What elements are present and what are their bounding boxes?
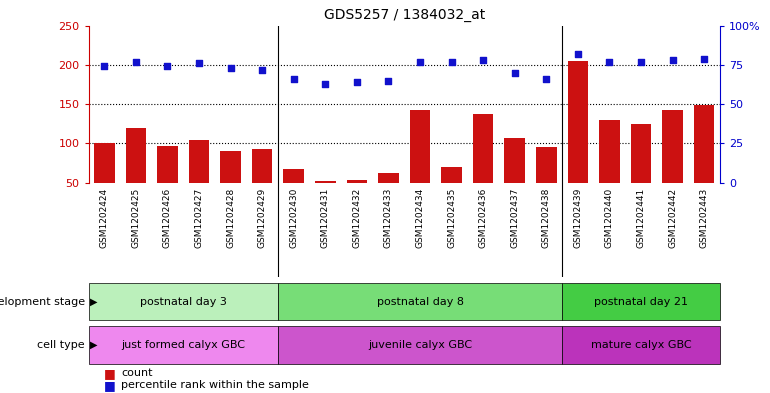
Text: GSM1202431: GSM1202431 [321, 187, 330, 248]
Text: GSM1202427: GSM1202427 [195, 187, 203, 248]
Bar [278, 326, 562, 364]
Text: mature calyx GBC: mature calyx GBC [591, 340, 691, 350]
Bar [278, 283, 562, 320]
Text: GSM1202433: GSM1202433 [384, 187, 393, 248]
Point [225, 65, 237, 71]
Point [162, 63, 174, 70]
Bar [89, 283, 278, 320]
Bar [283, 169, 304, 183]
Point [698, 55, 711, 62]
Point [446, 59, 458, 65]
Point [667, 57, 679, 63]
Text: GSM1202428: GSM1202428 [226, 187, 235, 248]
Text: just formed calyx GBC: just formed calyx GBC [121, 340, 246, 350]
Text: GSM1202424: GSM1202424 [100, 187, 109, 248]
Point [604, 59, 616, 65]
Point [192, 60, 205, 66]
Bar [410, 110, 430, 183]
Text: ▶: ▶ [90, 297, 98, 307]
Text: GSM1202441: GSM1202441 [637, 187, 645, 248]
Text: cell type: cell type [37, 340, 85, 350]
Bar [378, 173, 399, 183]
Bar [126, 128, 146, 183]
Bar [562, 283, 720, 320]
Bar [694, 105, 715, 183]
Text: ▶: ▶ [90, 340, 98, 350]
Bar [94, 143, 115, 183]
Bar [157, 146, 178, 183]
Bar [220, 151, 241, 183]
Point [99, 63, 111, 70]
Text: GSM1202425: GSM1202425 [132, 187, 140, 248]
Bar [504, 138, 525, 183]
Point [509, 70, 521, 76]
Point [256, 66, 269, 73]
Text: GSM1202436: GSM1202436 [479, 187, 487, 248]
Bar [631, 124, 651, 183]
Point [635, 59, 648, 65]
Text: GSM1202437: GSM1202437 [511, 187, 519, 248]
Bar [536, 147, 557, 183]
Point [320, 81, 332, 87]
Bar [346, 180, 367, 183]
Text: juvenile calyx GBC: juvenile calyx GBC [368, 340, 472, 350]
Text: GSM1202426: GSM1202426 [163, 187, 172, 248]
Text: postnatal day 3: postnatal day 3 [140, 297, 226, 307]
Text: percentile rank within the sample: percentile rank within the sample [121, 380, 309, 390]
Text: GSM1202440: GSM1202440 [605, 187, 614, 248]
Point [288, 76, 300, 82]
Point [130, 59, 142, 65]
Text: postnatal day 21: postnatal day 21 [594, 297, 688, 307]
Point [351, 79, 363, 85]
Text: GSM1202429: GSM1202429 [258, 187, 266, 248]
Bar [599, 120, 620, 183]
Bar [562, 326, 720, 364]
Text: GSM1202443: GSM1202443 [700, 187, 708, 248]
Bar [567, 61, 588, 183]
Text: GSM1202442: GSM1202442 [668, 187, 677, 248]
Bar [89, 326, 278, 364]
Text: GSM1202432: GSM1202432 [353, 187, 361, 248]
Text: GSM1202438: GSM1202438 [542, 187, 551, 248]
Text: development stage: development stage [0, 297, 85, 307]
Point [414, 59, 427, 65]
Bar [189, 140, 209, 183]
Bar [441, 167, 462, 183]
Point [572, 51, 584, 57]
Bar [315, 181, 336, 183]
Text: count: count [121, 368, 152, 378]
Text: GSM1202435: GSM1202435 [447, 187, 456, 248]
Title: GDS5257 / 1384032_at: GDS5257 / 1384032_at [323, 8, 485, 22]
Text: postnatal day 8: postnatal day 8 [377, 297, 464, 307]
Bar [252, 149, 273, 183]
Point [383, 77, 395, 84]
Point [477, 57, 490, 63]
Text: GSM1202430: GSM1202430 [290, 187, 298, 248]
Point [541, 76, 553, 82]
Bar [662, 110, 683, 183]
Bar [473, 114, 494, 183]
Text: GSM1202439: GSM1202439 [574, 187, 582, 248]
Text: ■: ■ [104, 378, 115, 392]
Text: GSM1202434: GSM1202434 [416, 187, 424, 248]
Text: ■: ■ [104, 367, 115, 380]
